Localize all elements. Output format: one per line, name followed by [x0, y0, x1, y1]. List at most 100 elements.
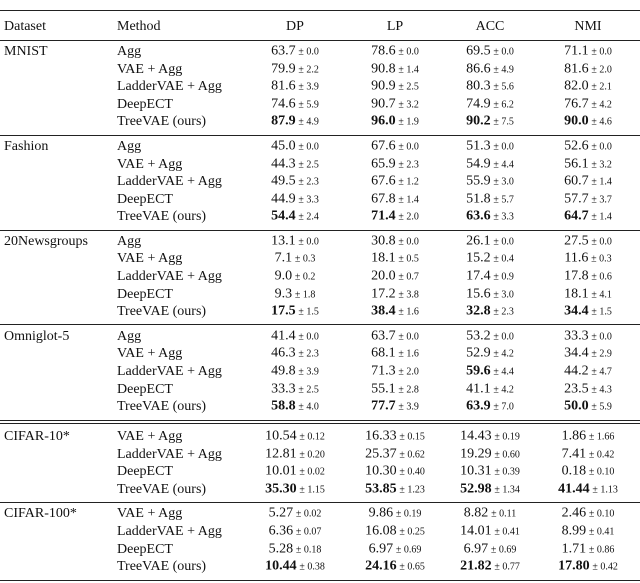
cell-std: ± 0.0 — [591, 236, 612, 248]
cell-std: ± 4.2 — [493, 348, 514, 360]
cell-std: ± 0.5 — [398, 253, 419, 265]
table-cell: 55.9 ± 3.0 — [440, 174, 540, 191]
cell-mean: 6.36 — [268, 523, 294, 539]
table-cell: 23.5 ± 4.3 — [538, 381, 638, 398]
table-cell: 87.9 ± 4.9 — [245, 114, 345, 131]
cell-mean: 16.33 — [365, 428, 397, 444]
cell-std: ± 1.4 — [591, 211, 612, 223]
cell-std: ± 2.5 — [398, 81, 419, 93]
table-cell: 44.3 ± 2.5 — [245, 156, 345, 173]
table-cell: 52.98 ± 1.34 — [440, 481, 540, 498]
cell-std: ± 0.9 — [493, 271, 514, 283]
table-cell: 15.2 ± 0.4 — [440, 251, 540, 268]
cell-std: ± 1.4 — [591, 176, 612, 188]
cell-std: ± 4.4 — [493, 366, 514, 378]
cell-std: ± 4.4 — [493, 159, 514, 170]
method-name: TreeVAE (ours) — [117, 481, 207, 497]
table-cell: 90.0 ± 4.6 — [538, 114, 638, 131]
dataset-name: 20Newsgroups — [4, 233, 88, 249]
table-cell: 51.3 ± 0.0 — [440, 138, 540, 155]
cell-mean: 26.1 — [466, 233, 491, 249]
cell-mean: 17.4 — [466, 268, 491, 284]
bottom-rule — [0, 580, 640, 581]
cell-std: ± 0.0 — [298, 236, 319, 248]
cell-mean: 90.9 — [371, 78, 396, 94]
cell-std: ± 3.2 — [591, 159, 612, 170]
cell-mean: 90.8 — [371, 61, 396, 77]
cell-mean: 15.6 — [466, 286, 491, 302]
table-cell: 6.97 ± 0.69 — [440, 541, 540, 558]
table-cell: 65.9 ± 2.3 — [345, 156, 445, 173]
cell-std: ± 1.2 — [398, 176, 419, 188]
column-header: DP — [286, 19, 304, 34]
cell-mean: 65.9 — [371, 156, 396, 171]
table-cell: 10.01 ± 0.02 — [245, 464, 345, 481]
cell-std: ± 2.2 — [298, 64, 319, 76]
table-cell: 71.4 ± 2.0 — [345, 209, 445, 226]
column-header: Dataset — [4, 19, 46, 34]
cell-mean: 55.9 — [466, 173, 491, 189]
table-cell: 50.0 ± 5.9 — [538, 399, 638, 416]
table-cell: 81.6 ± 3.9 — [245, 79, 345, 96]
table-cell: 18.1 ± 4.1 — [538, 286, 638, 303]
cell-mean: 90.2 — [466, 113, 491, 129]
cell-mean: 18.1 — [371, 250, 396, 266]
method-name: LadderVAE + Agg — [117, 174, 222, 190]
method-name: TreeVAE (ours) — [117, 114, 207, 130]
cell-mean: 10.30 — [365, 463, 397, 479]
cell-std: ± 0.40 — [399, 466, 425, 478]
cell-mean: 49.8 — [271, 363, 296, 379]
cell-std: ± 3.7 — [591, 194, 612, 206]
table-cell: 9.86 ± 0.19 — [345, 506, 445, 523]
cell-std: ± 2.5 — [298, 159, 319, 170]
table-cell: 27.5 ± 0.0 — [538, 233, 638, 250]
cell-mean: 59.6 — [466, 363, 491, 379]
table-cell: 17.4 ± 0.9 — [440, 269, 540, 286]
dataset-name: MNIST — [4, 44, 48, 59]
cell-std: ± 0.0 — [398, 331, 419, 343]
cell-std: ± 4.1 — [591, 289, 612, 301]
table-cell: 33.3 ± 2.5 — [245, 381, 345, 398]
method-name: LadderVAE + Agg — [117, 79, 222, 95]
cell-mean: 54.4 — [271, 208, 296, 224]
method-name: DeepECT — [117, 381, 173, 397]
table-cell: 34.4 ± 2.9 — [538, 346, 638, 363]
cell-mean: 45.0 — [271, 138, 296, 154]
table-cell: 13.1 ± 0.0 — [245, 233, 345, 250]
method-name: VAE + Agg — [117, 346, 183, 362]
table-cell: 79.9 ± 2.2 — [245, 61, 345, 78]
method-name: LadderVAE + Agg — [117, 269, 222, 284]
cell-mean: 10.01 — [265, 463, 297, 479]
cell-mean: 25.37 — [365, 446, 397, 462]
table-cell: 63.7 ± 0.0 — [345, 328, 445, 345]
cell-mean: 49.5 — [271, 173, 296, 189]
cell-mean: 9.3 — [274, 286, 293, 302]
method-name: TreeVAE (ours) — [117, 399, 207, 415]
cell-std: ± 1.34 — [494, 484, 520, 496]
cell-mean: 44.3 — [271, 156, 296, 171]
cell-mean: 17.8 — [564, 268, 589, 284]
cell-mean: 71.3 — [371, 363, 396, 379]
cell-mean: 19.29 — [460, 446, 492, 462]
table-cell: 33.3 ± 0.0 — [538, 328, 638, 345]
cell-mean: 12.81 — [265, 446, 297, 462]
cell-std: ± 2.3 — [298, 348, 319, 360]
cell-mean: 20.0 — [371, 268, 396, 284]
group-rule — [0, 134, 640, 136]
method-name: LadderVAE + Agg — [117, 524, 222, 539]
method-name: Agg — [117, 44, 142, 59]
cell-mean: 35.30 — [265, 481, 297, 497]
table-cell: 53.2 ± 0.0 — [440, 328, 540, 345]
group-rule — [0, 324, 640, 326]
table-cell: 0.18 ± 0.10 — [538, 464, 638, 481]
cell-mean: 51.3 — [466, 138, 491, 154]
cell-std: ± 0.02 — [295, 508, 322, 520]
method-name: DeepECT — [117, 541, 173, 557]
cell-std: ± 0.42 — [592, 561, 618, 573]
cell-mean: 34.4 — [564, 345, 589, 361]
cell-std: ± 3.3 — [493, 211, 514, 223]
cell-std: ± 4.0 — [298, 401, 319, 413]
cell-std: ± 1.4 — [398, 64, 419, 76]
cell-std: ± 2.0 — [591, 64, 612, 76]
table-cell: 19.29 ± 0.60 — [440, 446, 540, 463]
